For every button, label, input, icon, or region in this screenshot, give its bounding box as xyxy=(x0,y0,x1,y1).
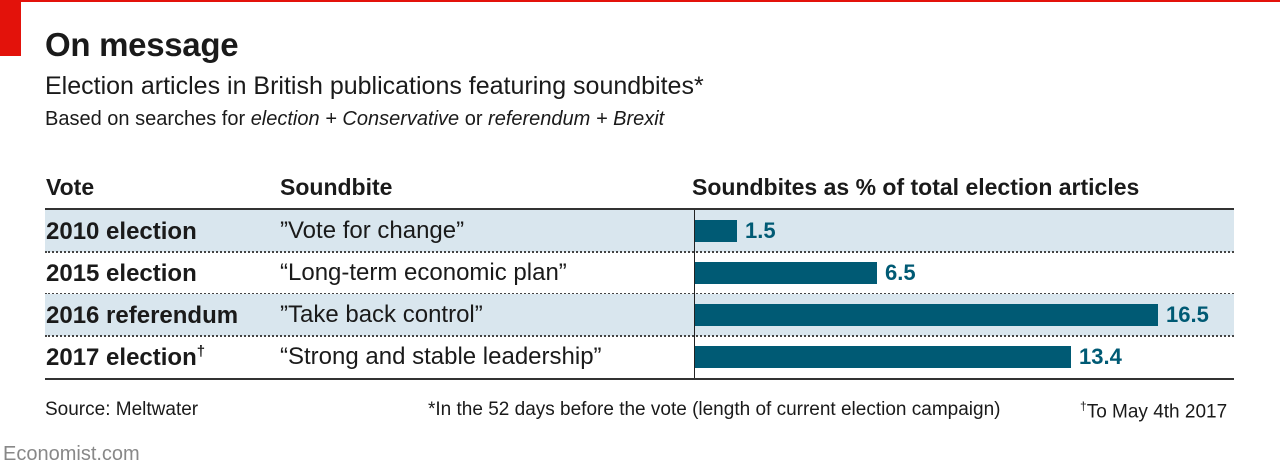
bar xyxy=(695,304,1158,326)
vote-label: 2010 election xyxy=(46,218,197,245)
footnote-dagger-mark: † xyxy=(1080,399,1087,413)
footnote-campaign: *In the 52 days before the vote (length … xyxy=(428,399,1001,420)
chart-title: On message xyxy=(45,26,239,63)
bar-value-label: 13.4 xyxy=(1079,344,1122,369)
row-separator xyxy=(45,251,1234,253)
bar xyxy=(695,346,1071,368)
bottom-rule xyxy=(45,378,1234,380)
bar-value-label: 1.5 xyxy=(745,218,776,243)
bar-value-label: 16.5 xyxy=(1166,302,1209,327)
economist-logo-text: Economist.com xyxy=(3,443,140,465)
vote-cell: 2015 election xyxy=(46,259,197,288)
note-mid: or xyxy=(459,108,489,130)
table-row: 2017 election† “Strong and stable leader… xyxy=(45,336,1234,378)
soundbite-cell: ”Vote for change” xyxy=(280,217,465,244)
table-row: 2010 election ”Vote for change” xyxy=(45,210,1234,252)
chart-subtitle: Election articles in British publication… xyxy=(45,72,704,100)
column-header-vote: Vote xyxy=(46,174,95,200)
footnote-dagger: †To May 4th 2017 xyxy=(1080,399,1227,423)
row-separator xyxy=(45,335,1234,337)
note-prefix: Based on searches for xyxy=(45,108,251,130)
header-rule xyxy=(45,208,1234,210)
column-header-value: Soundbites as % of total election articl… xyxy=(692,174,1140,200)
bar-axis xyxy=(694,210,695,378)
soundbite-cell: “Strong and stable leadership” xyxy=(280,343,602,370)
soundbite-cell: ”Take back control” xyxy=(280,301,483,328)
bar-value-label: 6.5 xyxy=(885,260,916,285)
vote-cell: 2017 election† xyxy=(46,343,205,372)
search-note: Based on searches for election + Conserv… xyxy=(45,108,664,131)
vote-dagger: † xyxy=(196,343,206,360)
bar xyxy=(695,220,737,242)
vote-label: 2017 election xyxy=(46,344,197,371)
column-header-soundbite: Soundbite xyxy=(280,174,393,200)
vote-label: 2016 referendum xyxy=(46,302,239,329)
vote-cell: 2010 election xyxy=(46,217,197,246)
footnote-dagger-text: To May 4th 2017 xyxy=(1086,401,1228,423)
bar xyxy=(695,262,877,284)
note-term-election: election + Conservative xyxy=(250,108,460,130)
vote-cell: 2016 referendum xyxy=(46,301,238,330)
note-term-referendum: referendum + Brexit xyxy=(488,108,665,130)
table-row: 2015 election “Long-term economic plan” xyxy=(45,252,1234,294)
brand-tag xyxy=(0,0,21,56)
vote-label: 2015 election xyxy=(46,260,197,287)
soundbite-cell: “Long-term economic plan” xyxy=(280,259,567,286)
top-accent-rule xyxy=(0,0,1280,2)
source-note: Source: Meltwater xyxy=(45,399,199,420)
